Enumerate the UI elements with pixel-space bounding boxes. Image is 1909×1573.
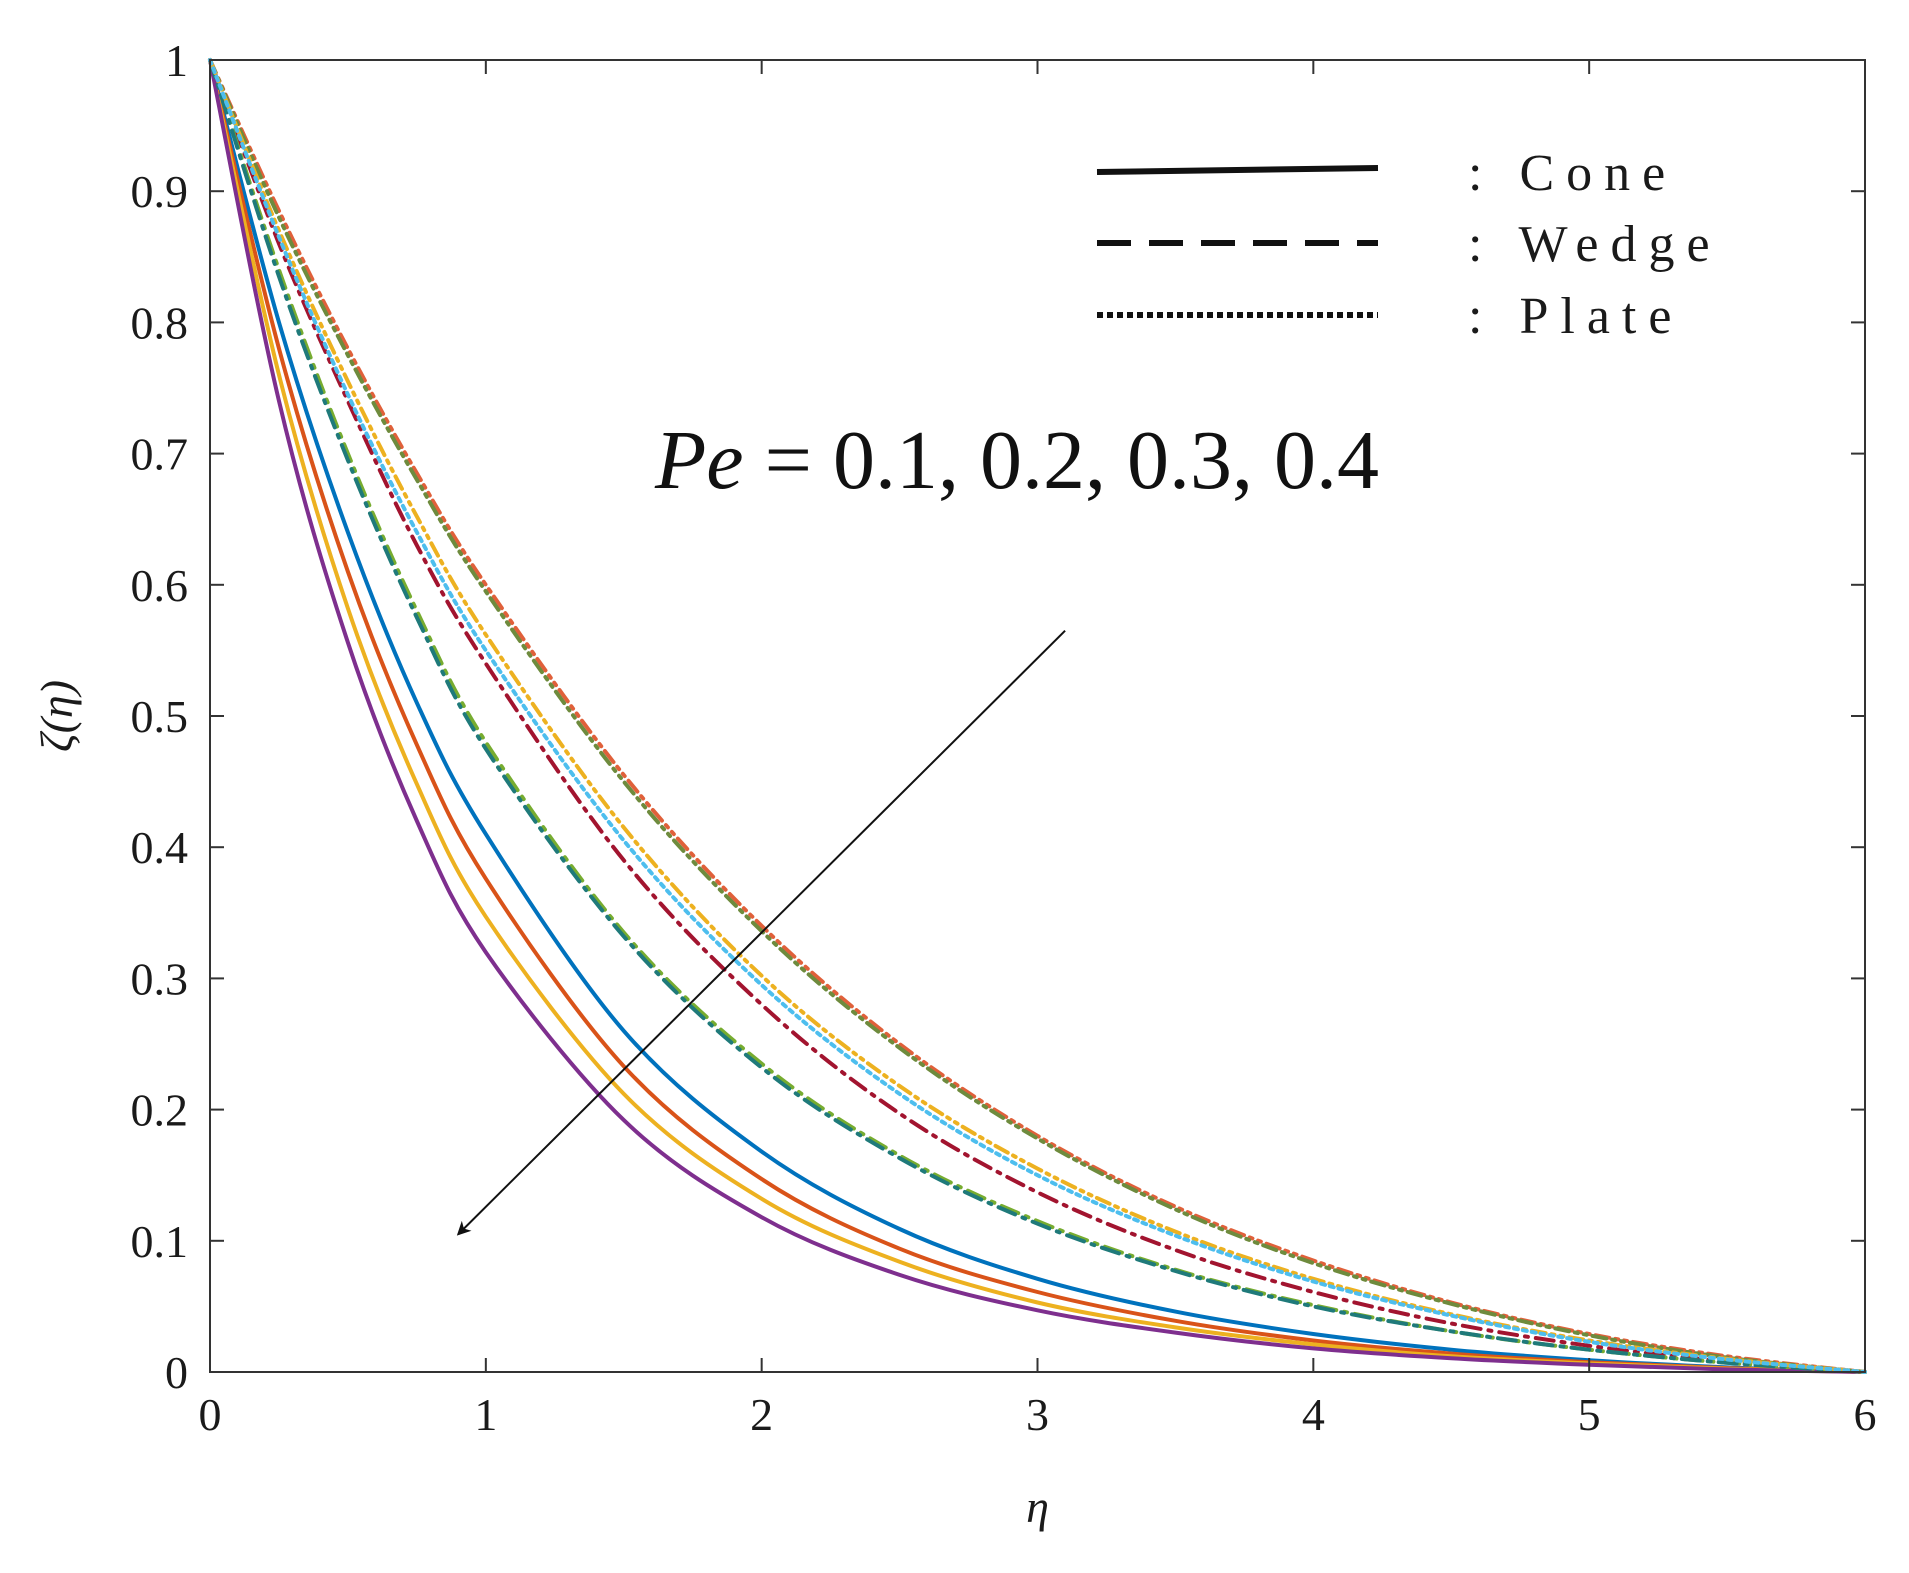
x-axis-label: η bbox=[1026, 1481, 1049, 1532]
y-tick-label: 0.2 bbox=[131, 1085, 189, 1136]
y-tick-label: 0.1 bbox=[131, 1216, 189, 1267]
y-axis-label: ζ(η) bbox=[31, 680, 82, 752]
series-line-2 bbox=[208, 58, 1867, 1374]
y-tick-label: 0.5 bbox=[131, 691, 189, 742]
y-tick-label: 0.4 bbox=[131, 822, 189, 873]
legend-label-dotted: : Plate bbox=[1468, 288, 1683, 345]
y-tick-label: 0.7 bbox=[131, 429, 189, 480]
legend-line-solid bbox=[1096, 165, 1379, 175]
y-tick-label: 0 bbox=[165, 1347, 188, 1398]
pe-values: = 0.1, 0.2, 0.3, 0.4 bbox=[744, 414, 1379, 507]
y-tick-label: 0.6 bbox=[131, 560, 189, 611]
legend: : Cone : Wedge : Plate bbox=[1096, 145, 1722, 345]
series-group bbox=[208, 58, 1867, 1374]
x-tick-label: 0 bbox=[199, 1389, 222, 1440]
series-line-11 bbox=[208, 58, 1867, 1374]
legend-label-solid: : Cone bbox=[1468, 145, 1677, 202]
series-line-4 bbox=[208, 58, 1867, 1374]
pe-symbol: Pe bbox=[654, 414, 744, 507]
x-tick-label: 2 bbox=[750, 1389, 773, 1440]
pe-annotation: Pe = 0.1, 0.2, 0.3, 0.4 bbox=[456, 414, 1379, 1236]
tick-group: 0 1 2 3 4 5 6 0 0.1 0.2 0.3 0.4 0.5 0.6 0.7 0.8 0.9 1 bbox=[131, 35, 1877, 1440]
y-tick-label: 0.9 bbox=[131, 166, 189, 217]
series-line-8 bbox=[208, 58, 1867, 1374]
x-tick-label: 4 bbox=[1302, 1389, 1325, 1440]
x-tick-label: 1 bbox=[474, 1389, 497, 1440]
legend-label-dashed: : Wedge bbox=[1468, 216, 1722, 273]
y-tick-label: 1 bbox=[165, 35, 188, 86]
x-tick-label: 6 bbox=[1854, 1389, 1877, 1440]
series-line-7 bbox=[208, 58, 1867, 1374]
y-tick-label: 0.3 bbox=[131, 953, 189, 1004]
x-tick-label: 5 bbox=[1578, 1389, 1601, 1440]
series-line-5 bbox=[208, 58, 1867, 1374]
series-line-1 bbox=[208, 58, 1867, 1374]
x-tick-label: 3 bbox=[1026, 1389, 1049, 1440]
y-tick-label: 0.8 bbox=[131, 297, 189, 348]
direction-arrow bbox=[456, 630, 1066, 1236]
series-line-9 bbox=[208, 58, 1867, 1374]
pe-values-label: Pe = 0.1, 0.2, 0.3, 0.4 bbox=[654, 414, 1379, 507]
